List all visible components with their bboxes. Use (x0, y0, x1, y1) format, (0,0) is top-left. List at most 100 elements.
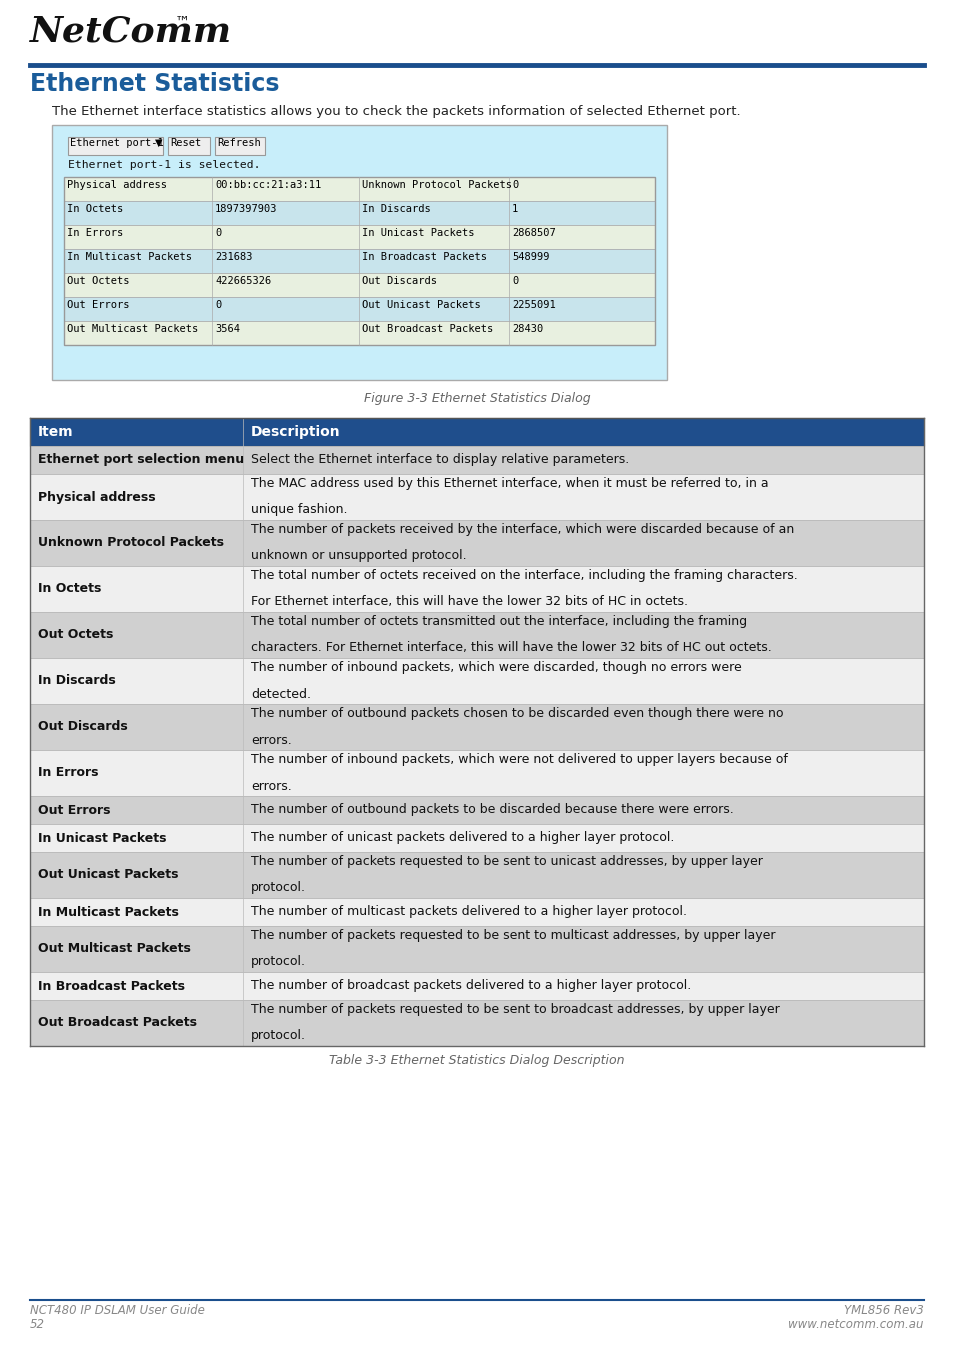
Text: ™: ™ (174, 15, 190, 30)
Bar (30, 566, 923, 612)
Text: NetComm: NetComm (30, 15, 232, 49)
Text: Out Octets: Out Octets (67, 275, 130, 286)
Text: The number of outbound packets to be discarded because there were errors.: The number of outbound packets to be dis… (251, 803, 733, 817)
Text: In Errors: In Errors (67, 228, 123, 238)
Text: detected.: detected. (251, 687, 311, 701)
Bar (30, 1000, 923, 1046)
Text: In Multicast Packets: In Multicast Packets (38, 906, 179, 918)
Bar (64, 225, 655, 248)
Text: errors.: errors. (251, 733, 292, 747)
Text: 548999: 548999 (512, 252, 549, 262)
Text: www.netcomm.com.au: www.netcomm.com.au (788, 1318, 923, 1331)
Text: The Ethernet interface statistics allows you to check the packets information of: The Ethernet interface statistics allows… (52, 105, 740, 117)
Text: 0: 0 (214, 228, 221, 238)
Text: Physical address: Physical address (67, 180, 167, 190)
Text: In Unicast Packets: In Unicast Packets (361, 228, 474, 238)
Text: 0: 0 (214, 300, 221, 310)
Text: 1: 1 (512, 204, 517, 215)
Text: Ethernet port-1: Ethernet port-1 (70, 138, 164, 148)
Text: 231683: 231683 (214, 252, 253, 262)
Text: In Discards: In Discards (38, 675, 115, 687)
Text: 0: 0 (512, 180, 517, 190)
Text: For Ethernet interface, this will have the lower 32 bits of HC in octets.: For Ethernet interface, this will have t… (251, 595, 687, 609)
Bar (30, 796, 923, 824)
Text: 2868507: 2868507 (512, 228, 556, 238)
Bar (30, 474, 923, 520)
Text: 1897397903: 1897397903 (214, 204, 277, 215)
Text: unknown or unsupported protocol.: unknown or unsupported protocol. (251, 549, 466, 563)
Text: 2255091: 2255091 (512, 300, 556, 310)
Text: protocol.: protocol. (251, 882, 306, 895)
Bar (30, 852, 923, 898)
Text: 3564: 3564 (214, 324, 240, 333)
Text: The number of unicast packets delivered to a higher layer protocol.: The number of unicast packets delivered … (251, 832, 674, 845)
Text: The number of packets received by the interface, which were discarded because of: The number of packets received by the in… (251, 524, 794, 536)
Text: In Errors: In Errors (38, 767, 98, 779)
Text: Out Unicast Packets: Out Unicast Packets (361, 300, 480, 310)
Text: Ethernet Statistics: Ethernet Statistics (30, 72, 279, 96)
Text: The number of broadcast packets delivered to a higher layer protocol.: The number of broadcast packets delivere… (251, 980, 691, 992)
Text: 28430: 28430 (512, 324, 542, 333)
Text: The number of multicast packets delivered to a higher layer protocol.: The number of multicast packets delivere… (251, 906, 686, 918)
Text: YML856 Rev3: YML856 Rev3 (843, 1304, 923, 1318)
Text: ▼: ▼ (154, 138, 162, 148)
Bar (30, 926, 923, 972)
Text: In Broadcast Packets: In Broadcast Packets (38, 980, 185, 992)
Bar (30, 612, 923, 657)
Text: Out Unicast Packets: Out Unicast Packets (38, 868, 178, 882)
Text: Refresh: Refresh (216, 138, 260, 148)
Text: protocol.: protocol. (251, 1030, 306, 1042)
Text: protocol.: protocol. (251, 956, 306, 968)
Bar (30, 972, 923, 1000)
Text: Out Errors: Out Errors (67, 300, 130, 310)
Text: In Unicast Packets: In Unicast Packets (38, 832, 167, 845)
Text: The number of packets requested to be sent to unicast addresses, by upper layer: The number of packets requested to be se… (251, 856, 762, 868)
Bar (64, 177, 655, 346)
Text: Ethernet port selection menu: Ethernet port selection menu (38, 454, 244, 467)
Bar (64, 177, 655, 201)
Text: 00:bb:cc:21:a3:11: 00:bb:cc:21:a3:11 (214, 180, 321, 190)
Text: In Discards: In Discards (361, 204, 431, 215)
Bar (64, 321, 655, 346)
Text: Physical address: Physical address (38, 490, 155, 504)
Text: Unknown Protocol Packets: Unknown Protocol Packets (38, 536, 224, 549)
Bar (30, 751, 923, 796)
Text: The number of packets requested to be sent to multicast addresses, by upper laye: The number of packets requested to be se… (251, 930, 775, 942)
Bar (64, 201, 655, 225)
Text: Out Discards: Out Discards (38, 721, 128, 733)
Bar (30, 446, 923, 474)
Text: unique fashion.: unique fashion. (251, 504, 347, 517)
Bar (30, 898, 923, 926)
Text: 422665326: 422665326 (214, 275, 271, 286)
Text: Ethernet port-1 is selected.: Ethernet port-1 is selected. (68, 161, 260, 170)
Bar (30, 418, 923, 446)
Text: The number of outbound packets chosen to be discarded even though there were no: The number of outbound packets chosen to… (251, 707, 782, 721)
Bar (30, 703, 923, 751)
Text: Out Broadcast Packets: Out Broadcast Packets (38, 1017, 196, 1030)
Bar (168, 136, 210, 155)
Text: The number of inbound packets, which were discarded, though no errors were: The number of inbound packets, which wer… (251, 662, 741, 675)
Bar (214, 136, 265, 155)
Text: Out Broadcast Packets: Out Broadcast Packets (361, 324, 493, 333)
Bar (64, 297, 655, 321)
Bar (30, 520, 923, 566)
Text: The number of inbound packets, which were not delivered to upper layers because : The number of inbound packets, which wer… (251, 753, 787, 767)
Text: The MAC address used by this Ethernet interface, when it must be referred to, in: The MAC address used by this Ethernet in… (251, 478, 768, 490)
Bar (52, 126, 666, 379)
Text: In Multicast Packets: In Multicast Packets (67, 252, 192, 262)
Bar (30, 824, 923, 852)
Text: Unknown Protocol Packets: Unknown Protocol Packets (361, 180, 512, 190)
Text: In Octets: In Octets (38, 582, 101, 595)
Text: NCT480 IP DSLAM User Guide: NCT480 IP DSLAM User Guide (30, 1304, 205, 1318)
Text: Out Discards: Out Discards (361, 275, 436, 286)
Text: Out Octets: Out Octets (38, 629, 113, 641)
Text: 52: 52 (30, 1318, 45, 1331)
Text: 0: 0 (512, 275, 517, 286)
Text: Reset: Reset (170, 138, 201, 148)
Text: Out Errors: Out Errors (38, 803, 111, 817)
Text: Out Multicast Packets: Out Multicast Packets (67, 324, 198, 333)
Text: In Octets: In Octets (67, 204, 123, 215)
Bar (30, 657, 923, 703)
Text: The number of packets requested to be sent to broadcast addresses, by upper laye: The number of packets requested to be se… (251, 1003, 779, 1017)
Bar (68, 136, 163, 155)
